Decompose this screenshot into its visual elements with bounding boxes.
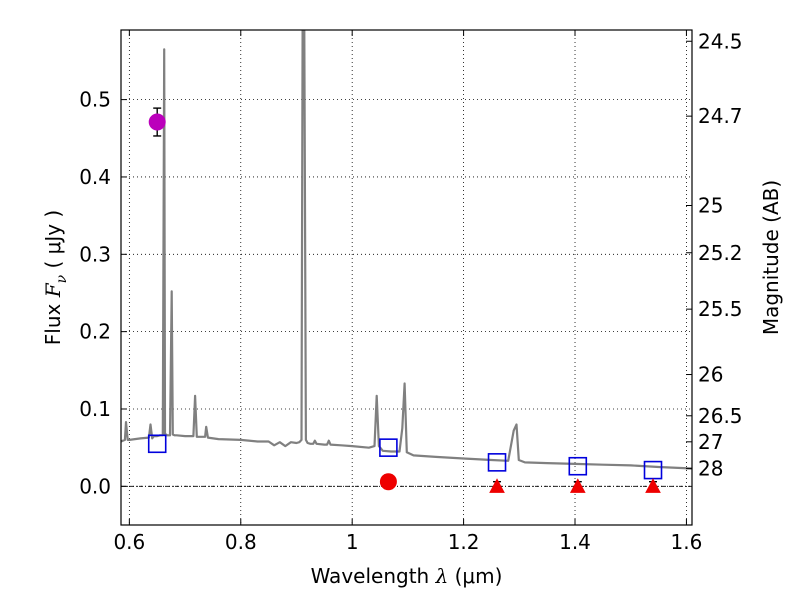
y2-tick-label: 26 [698,363,723,387]
x-axis: 0.6 0.8 1 1.2 1.4 1.6 [113,30,702,554]
y2-tick-label: 25.2 [698,241,743,265]
y2-tick-label: 26.5 [698,404,743,428]
y-tick-label: 0.5 [79,88,111,112]
grid [121,30,692,525]
y2-tick-label: 24.5 [698,29,743,53]
y-tick-label: 0.2 [79,320,111,344]
y2-tick-label: 25.5 [698,297,743,321]
x-axis-title: Wavelength λ (μm) [311,564,503,588]
upper-limit-triangle [569,478,586,493]
plot-area [121,30,692,493]
y-tick-label: 0.4 [79,165,111,189]
y2-axis-title: Magnitude (AB) [759,180,783,335]
x-tick-label: 1 [346,530,359,554]
spectrum-line [121,30,692,470]
upper-limit-triangle [645,478,661,493]
y-tick-label: 0.3 [79,242,111,266]
x-tick-label: 1.4 [559,530,591,554]
x-tick-label: 0.8 [225,530,257,554]
model-square-point [568,456,588,476]
y-axis-left: 0.0 0.1 0.2 0.3 0.4 0.5 [79,88,127,498]
upper-limit-triangle [489,478,505,493]
y2-tick-label: 25 [698,194,723,218]
y-axis-right: 24.5 24.7 25 25.2 25.5 26 26.527 28 [686,29,743,481]
y2-tick-label: 24.7 [698,104,743,128]
x-tick-label: 1.2 [448,530,480,554]
model-square-point [643,460,663,480]
x-tick-label: 0.6 [113,530,145,554]
model-square-point [147,434,167,454]
y2-tick-label: 27 [698,430,723,454]
model-square-point [379,438,398,457]
data-circle-point [379,473,397,491]
x-tick-label: 1.6 [671,530,703,554]
plot-frame [120,29,693,526]
y2-tick-label: 28 [698,457,723,481]
model-square-point [487,453,507,472]
data-circle-point [148,113,166,131]
y-tick-label: 0.1 [79,397,111,421]
y-axis-title: Flux Fν ( μJy ) [41,210,70,345]
y-tick-label: 0.0 [79,474,111,498]
